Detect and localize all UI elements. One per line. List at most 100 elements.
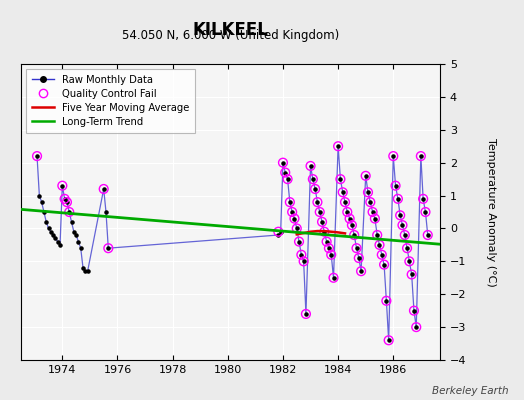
Point	[408, 271, 416, 278]
Point	[396, 212, 405, 218]
Point	[417, 153, 425, 159]
Point	[56, 242, 64, 248]
Point	[352, 245, 361, 251]
Point	[334, 143, 342, 150]
Point	[378, 252, 386, 258]
Point	[366, 199, 375, 205]
Point	[385, 337, 393, 344]
Point	[352, 245, 361, 251]
Point	[67, 219, 75, 225]
Point	[315, 209, 324, 215]
Point	[33, 153, 41, 159]
Point	[283, 176, 292, 182]
Point	[403, 245, 411, 251]
Point	[343, 209, 352, 215]
Point	[45, 225, 53, 232]
Point	[336, 176, 345, 182]
Point	[412, 324, 420, 330]
Point	[79, 265, 87, 271]
Point	[313, 199, 322, 205]
Point	[60, 196, 69, 202]
Point	[350, 232, 358, 238]
Point	[348, 222, 356, 228]
Point	[292, 225, 301, 232]
Point	[410, 308, 418, 314]
Point	[345, 215, 354, 222]
Point	[368, 209, 377, 215]
Point	[63, 199, 71, 205]
Point	[281, 169, 289, 176]
Point	[385, 337, 393, 344]
Point	[320, 228, 329, 235]
Title: 54.050 N, 6.000 W (United Kingdom): 54.050 N, 6.000 W (United Kingdom)	[122, 29, 339, 42]
Point	[357, 268, 365, 274]
Point	[373, 232, 381, 238]
Point	[389, 153, 398, 159]
Point	[380, 262, 388, 268]
Point	[311, 186, 319, 192]
Point	[370, 215, 379, 222]
Point	[391, 182, 400, 189]
Point	[350, 232, 358, 238]
Point	[345, 215, 354, 222]
Point	[405, 258, 413, 264]
Point	[362, 173, 370, 179]
Point	[313, 199, 322, 205]
Point	[366, 199, 375, 205]
Point	[336, 176, 345, 182]
Point	[370, 215, 379, 222]
Point	[286, 199, 294, 205]
Point	[274, 232, 282, 238]
Point	[100, 186, 108, 192]
Point	[102, 209, 110, 215]
Point	[302, 311, 310, 317]
Point	[311, 186, 319, 192]
Legend: Raw Monthly Data, Quality Control Fail, Five Year Moving Average, Long-Term Tren: Raw Monthly Data, Quality Control Fail, …	[26, 69, 195, 133]
Point	[286, 199, 294, 205]
Point	[341, 199, 349, 205]
Point	[419, 196, 428, 202]
Point	[375, 242, 384, 248]
Point	[279, 160, 287, 166]
Point	[355, 255, 363, 261]
Point	[327, 252, 335, 258]
Point	[309, 176, 317, 182]
Point	[320, 228, 329, 235]
Point	[357, 268, 365, 274]
Point	[419, 196, 428, 202]
Point	[322, 238, 331, 245]
Point	[373, 232, 381, 238]
Point	[318, 219, 326, 225]
Point	[364, 189, 372, 196]
Point	[295, 238, 303, 245]
Point	[355, 255, 363, 261]
Point	[281, 169, 289, 176]
Point	[362, 173, 370, 179]
Point	[368, 209, 377, 215]
Point	[421, 209, 430, 215]
Point	[394, 196, 402, 202]
Point	[380, 262, 388, 268]
Point	[394, 196, 402, 202]
Point	[288, 209, 297, 215]
Point	[421, 209, 430, 215]
Point	[378, 252, 386, 258]
Point	[37, 199, 46, 205]
Point	[398, 222, 407, 228]
Point	[400, 232, 409, 238]
Point	[329, 274, 337, 281]
Point	[339, 189, 347, 196]
Point	[63, 199, 71, 205]
Point	[410, 308, 418, 314]
Point	[60, 196, 69, 202]
Point	[375, 242, 384, 248]
Point	[339, 189, 347, 196]
Point	[83, 268, 92, 274]
Point	[277, 228, 285, 235]
Point	[382, 298, 390, 304]
Point	[104, 245, 113, 251]
Point	[325, 245, 333, 251]
Point	[58, 182, 67, 189]
Point	[396, 212, 405, 218]
Point	[322, 238, 331, 245]
